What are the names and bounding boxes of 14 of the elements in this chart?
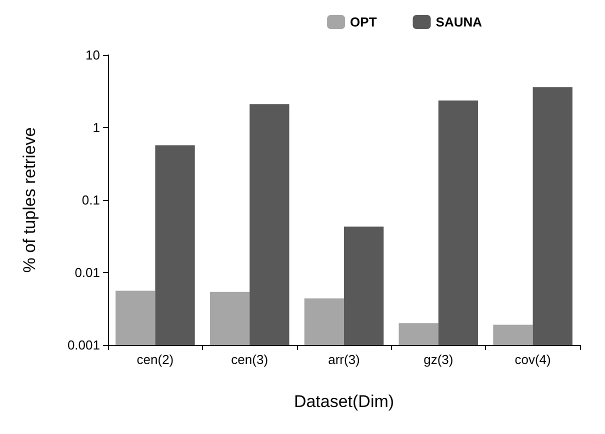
legend-label: SAUNA	[436, 14, 483, 30]
x-tick-label: cov(4)	[514, 352, 551, 367]
y-axis-title: % of tuples retrieve	[20, 127, 39, 273]
x-tick-label: arr(3)	[328, 352, 360, 367]
x-tick-label: gz(3)	[424, 352, 454, 367]
legend-label: OPT	[350, 14, 377, 30]
y-tick-label: 0.01	[74, 265, 100, 280]
y-tick-label: 10	[86, 48, 100, 62]
x-tick-label: cen(3)	[231, 352, 268, 367]
y-tick-label: 0.1	[82, 192, 100, 208]
y-tick-label: 1	[92, 120, 100, 135]
y-tick-label: 0.001	[67, 338, 100, 352]
x-axis-title: Dataset(Dim)	[294, 392, 394, 411]
x-tick-label: cen(2)	[136, 352, 174, 367]
